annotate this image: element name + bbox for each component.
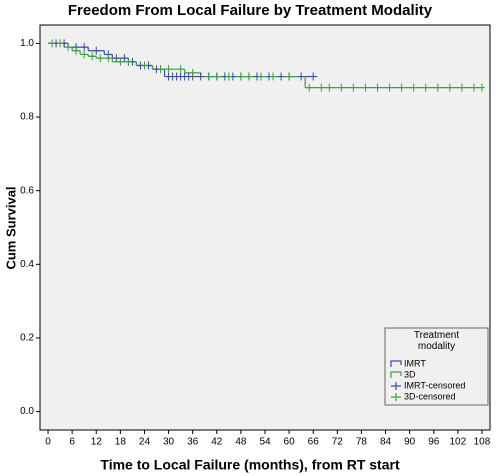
censor-mark (49, 39, 56, 48)
x-tick-label: 84 (380, 437, 392, 448)
chart-title: Freedom From Local Failure by Treatment … (68, 2, 433, 19)
censor-mark (113, 54, 120, 63)
legend-swatch (391, 382, 401, 390)
y-tick-label: 0.4 (20, 259, 34, 270)
censor-mark (306, 83, 313, 92)
censor-mark (197, 72, 204, 81)
legend-title: Treatment modality (413, 330, 460, 352)
censor-mark (410, 83, 417, 92)
x-tick-label: 24 (139, 437, 151, 448)
legend-swatch (390, 371, 402, 378)
x-tick-label: 54 (259, 437, 271, 448)
censor-mark (237, 72, 244, 81)
y-tick-label: 0.0 (20, 406, 34, 417)
x-tick-label: 30 (163, 437, 175, 448)
legend-label: 3D (404, 369, 416, 379)
censor-mark (278, 72, 285, 81)
x-tick-label: 36 (187, 437, 199, 448)
x-tick-label: 78 (356, 437, 368, 448)
censor-mark (213, 72, 220, 81)
x-tick-label: 102 (450, 437, 467, 448)
x-tick-label: 18 (115, 437, 127, 448)
y-tick-label: 0.6 (20, 185, 34, 196)
censor-mark (121, 54, 128, 63)
censor-mark (446, 83, 453, 92)
x-tick-label: 12 (91, 437, 103, 448)
x-tick-label: 6 (69, 437, 75, 448)
x-tick-label: 42 (211, 437, 223, 448)
censor-mark (81, 43, 88, 52)
censor-mark (205, 72, 212, 81)
censor-mark (298, 72, 305, 81)
censor-mark (270, 72, 277, 81)
x-tick-label: 72 (332, 437, 344, 448)
censor-mark (105, 54, 112, 63)
censor-mark (362, 83, 369, 92)
legend-box (384, 327, 489, 406)
x-tick-label: 0 (45, 437, 51, 448)
x-tick-label: 96 (428, 437, 440, 448)
censor-mark (338, 83, 345, 92)
censor-mark (398, 83, 405, 92)
censor-mark (89, 52, 96, 61)
x-axis-label: Time to Local Failure (months), from RT … (100, 457, 400, 473)
censor-mark (326, 83, 333, 92)
censor-mark (177, 65, 184, 74)
legend-title-box: Treatment modality (413, 330, 460, 352)
legend-swatch (391, 393, 401, 401)
censor-mark (386, 83, 393, 92)
censor-mark (374, 83, 381, 92)
censor-mark (97, 54, 104, 63)
censor-mark (458, 83, 465, 92)
x-tick-label: 108 (474, 437, 491, 448)
censor-mark (57, 39, 64, 48)
censor-mark (157, 65, 164, 74)
censor-mark (434, 83, 441, 92)
censor-mark (257, 72, 264, 81)
x-tick-label: 90 (404, 437, 416, 448)
censor-mark (93, 46, 100, 55)
censor-mark (318, 83, 325, 92)
y-tick-label: 1.0 (20, 38, 34, 49)
x-tick-label: 48 (235, 437, 247, 448)
y-axis-label: Cum Survival (3, 186, 18, 269)
legend-label: IMRT (404, 358, 426, 368)
censor-mark (245, 72, 252, 81)
censor-mark (470, 83, 477, 92)
censor-mark (73, 46, 80, 55)
x-tick-label: 66 (308, 437, 320, 448)
legend-label: 3D-censored (404, 391, 456, 401)
legend-label: IMRT-censored (404, 380, 465, 390)
censor-mark (81, 50, 88, 59)
censor-mark (286, 72, 293, 81)
censor-mark (165, 65, 172, 74)
x-tick-label: 60 (284, 437, 296, 448)
legend-swatch (390, 360, 402, 367)
censor-mark (478, 83, 485, 92)
censor-mark (141, 61, 148, 70)
censor-mark (125, 57, 132, 66)
censor-mark (422, 83, 429, 92)
censor-mark (310, 72, 317, 81)
censor-mark (117, 57, 124, 66)
censor-mark (225, 72, 232, 81)
censor-mark (189, 68, 196, 77)
y-tick-label: 0.2 (20, 333, 34, 344)
censor-mark (65, 43, 72, 52)
y-tick-label: 0.8 (20, 112, 34, 123)
censor-mark (350, 83, 357, 92)
